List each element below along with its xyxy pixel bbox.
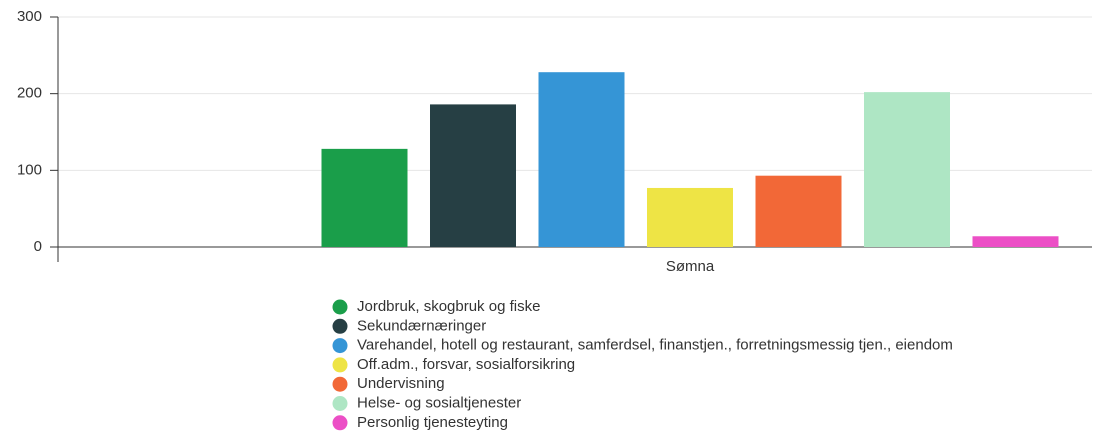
y-tick-label: 200 [17, 85, 42, 102]
bar [647, 187, 733, 247]
bar [321, 148, 408, 247]
legend-label: Sekundærnæringer [357, 317, 486, 334]
bar [755, 175, 842, 247]
legend-swatch [332, 396, 348, 411]
legend-swatch [332, 338, 348, 354]
legend-label: Varehandel, hotell og restaurant, samfer… [357, 337, 953, 354]
bar [430, 104, 516, 248]
legend-label: Helse- og sosialtjenester [357, 394, 521, 411]
legend-label: Jordbruk, skogbruk og fiske [357, 298, 540, 315]
legend-swatch [332, 415, 348, 431]
legend-label: Off.adm., forsvar, sosialforsikring [357, 356, 575, 373]
legend-swatch [332, 376, 348, 392]
x-tick-label: Sømna [666, 258, 715, 275]
bar [538, 72, 625, 247]
legend-swatch [332, 357, 348, 373]
legend-swatch [332, 318, 348, 334]
bar [972, 236, 1059, 247]
legend-swatch [332, 299, 348, 315]
bar [864, 92, 950, 247]
y-tick-label: 300 [17, 8, 42, 25]
legend-label: Undervisning [357, 375, 445, 392]
y-tick-label: 100 [17, 161, 42, 178]
y-tick-label: 0 [34, 238, 42, 255]
legend-label: Personlig tjenesteyting [357, 414, 508, 431]
